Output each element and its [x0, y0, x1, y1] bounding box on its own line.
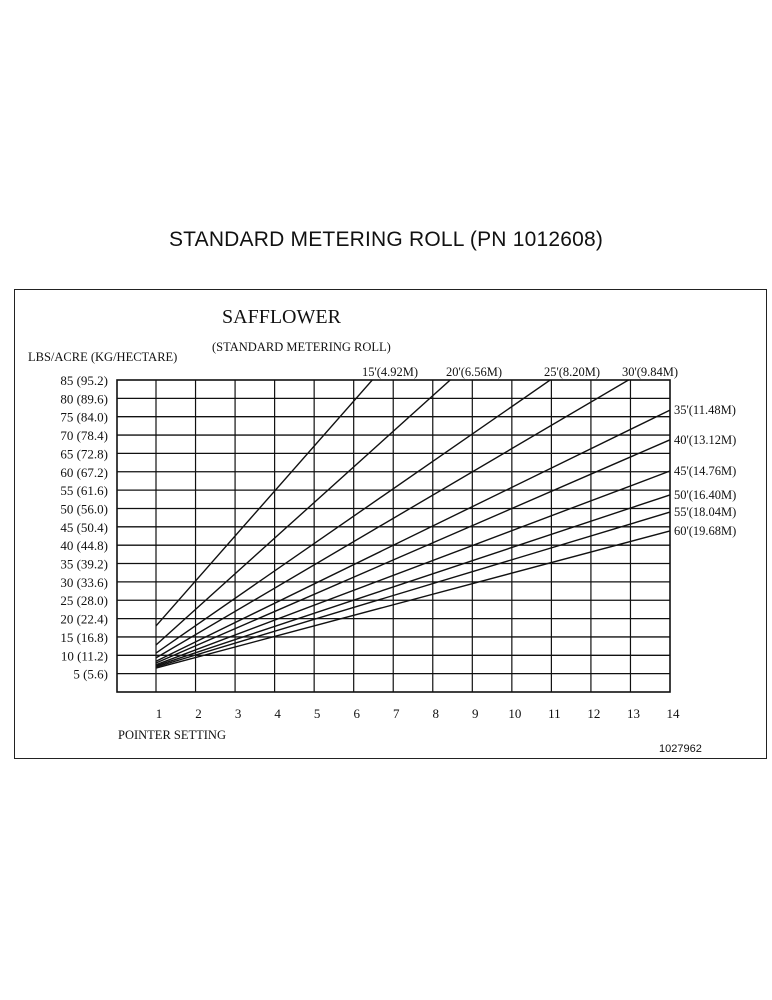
- y-tick-label: 80 (89.6): [60, 391, 108, 406]
- series-line: [155, 409, 671, 662]
- x-axis-label: POINTER SETTING: [118, 728, 226, 742]
- chart-grid: [116, 379, 671, 693]
- x-tick-label: 5: [314, 706, 321, 721]
- series-label: 35'(11.48M): [674, 403, 736, 417]
- x-tick-label: 6: [353, 706, 360, 721]
- y-tick-label: 85 (95.2): [60, 373, 108, 388]
- y-axis-label: LBS/ACRE (KG/HECTARE): [28, 350, 177, 364]
- chart-series: [155, 379, 671, 669]
- x-tick-label: 1: [156, 706, 163, 721]
- y-tick-label: 20 (22.4): [60, 612, 108, 627]
- x-tick-label: 7: [393, 706, 400, 721]
- series-line: [155, 379, 551, 654]
- y-tick-label: 40 (44.8): [60, 538, 108, 553]
- series-line: [155, 494, 671, 667]
- series-label: 50'(16.40M): [674, 488, 736, 502]
- series-line: [155, 530, 671, 669]
- y-tick-label: 35 (39.2): [60, 557, 108, 572]
- chart-subtitle: (STANDARD METERING ROLL): [212, 340, 391, 354]
- series-label: 15'(4.92M): [362, 365, 418, 379]
- y-tick-label: 25 (28.0): [60, 593, 108, 608]
- x-tick-label: 14: [667, 706, 681, 721]
- series-label: 25'(8.20M): [544, 365, 600, 379]
- y-tick-label: 45 (50.4): [60, 520, 108, 535]
- y-tick-label: 15 (16.8): [60, 630, 108, 645]
- x-tick-label: 10: [508, 706, 521, 721]
- x-tick-label: 4: [274, 706, 281, 721]
- y-tick-label: 10 (11.2): [61, 648, 108, 663]
- series-label: 45'(14.76M): [674, 464, 736, 478]
- x-axis-ticks: 1 2 3 4 5 6 7 8 9 10 11 12 13 14: [156, 706, 680, 721]
- series-label: 30'(9.84M): [622, 365, 678, 379]
- series-line: [155, 379, 629, 659]
- figure-id: 1027962: [659, 743, 702, 755]
- x-tick-label: 12: [587, 706, 600, 721]
- x-tick-label: 8: [433, 706, 440, 721]
- x-tick-label: 2: [195, 706, 202, 721]
- series-line: [155, 470, 671, 666]
- chart-frame: [14, 289, 767, 759]
- series-line: [155, 511, 671, 668]
- series-label: 60'(19.68M): [674, 524, 736, 538]
- y-tick-label: 5 (5.6): [73, 667, 108, 682]
- series-line: [155, 439, 671, 664]
- x-tick-label: 3: [235, 706, 242, 721]
- chart-title-group: SAFFLOWER (STANDARD METERING ROLL) LBS/A…: [28, 306, 702, 755]
- x-tick-label: 13: [627, 706, 640, 721]
- series-labels: 15'(4.92M) 20'(6.56M) 25'(8.20M) 30'(9.84M)…: [362, 365, 736, 538]
- y-tick-label: 50 (56.0): [60, 501, 108, 516]
- series-line: [155, 379, 451, 646]
- series-line: [155, 379, 373, 627]
- y-tick-label: 70 (78.4): [60, 428, 108, 443]
- series-label: 40'(13.12M): [674, 433, 736, 447]
- x-tick-label: 9: [472, 706, 479, 721]
- y-tick-label: 65 (72.8): [60, 446, 108, 461]
- y-tick-label: 60 (67.2): [60, 465, 108, 480]
- series-label: 20'(6.56M): [446, 365, 502, 379]
- series-label: 55'(18.04M): [674, 505, 736, 519]
- x-tick-label: 11: [548, 706, 561, 721]
- y-tick-label: 30 (33.6): [60, 575, 108, 590]
- y-axis-ticks: 85 (95.2) 80 (89.6) 75 (84.0) 70 (78.4) 65 (…: [60, 373, 108, 682]
- document-title: STANDARD METERING ROLL (PN 1012608): [168, 228, 604, 251]
- y-tick-label: 75 (84.0): [60, 410, 108, 425]
- chart-title: SAFFLOWER: [222, 306, 342, 328]
- y-tick-label: 55 (61.6): [60, 483, 108, 498]
